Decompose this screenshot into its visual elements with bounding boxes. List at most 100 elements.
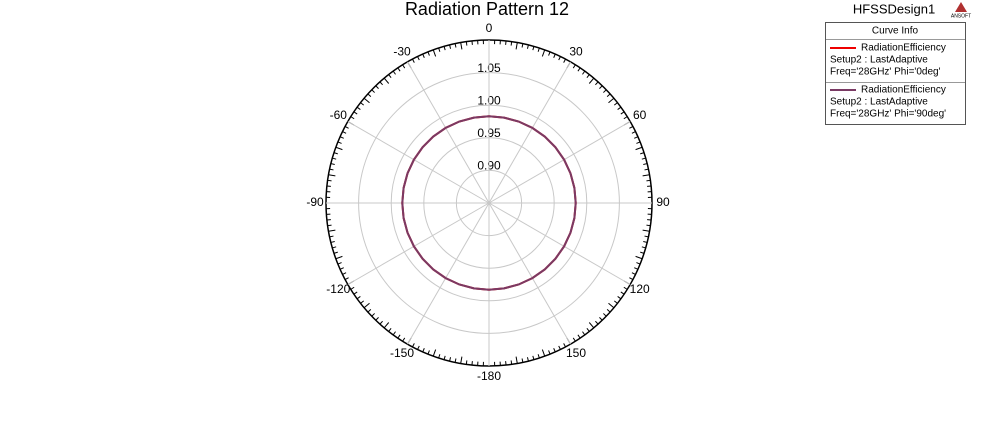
theta-tick-label: 30 (569, 44, 583, 58)
minor-tick (397, 334, 401, 339)
minor-tick (367, 93, 372, 97)
minor-tick (392, 70, 396, 75)
minor-tick (563, 58, 566, 63)
minor-tick (541, 49, 546, 57)
minor-tick (388, 327, 392, 332)
minor-tick (629, 126, 634, 129)
minor-tick (388, 74, 392, 79)
minor-tick (356, 296, 361, 300)
minor-tick (623, 286, 628, 290)
minor-tick (629, 277, 634, 280)
minor-tick (623, 116, 628, 120)
spoke (488, 202, 631, 285)
minor-tick (537, 47, 540, 52)
minor-tick (339, 136, 344, 139)
minor-tick (328, 229, 336, 232)
minor-tick (521, 43, 524, 48)
minor-tick (548, 350, 551, 355)
minor-tick (515, 356, 518, 364)
minor-tick (332, 157, 337, 160)
minor-tick (553, 348, 556, 353)
minor-tick (383, 77, 390, 84)
minor-tick (412, 58, 415, 63)
legend-setup: Setup2 : LastAdaptive (830, 55, 928, 66)
minor-tick (332, 246, 337, 249)
spoke (407, 202, 490, 345)
minor-tick (642, 174, 650, 177)
minor-tick (460, 42, 463, 50)
minor-tick (541, 349, 546, 357)
minor-tick (595, 320, 599, 325)
minor-tick (558, 345, 561, 350)
minor-tick (438, 354, 441, 359)
minor-tick (402, 64, 406, 69)
minor-tick (337, 262, 342, 265)
minor-tick (353, 111, 358, 115)
spoke (488, 121, 631, 204)
theta-tick-label: 0 (486, 21, 493, 35)
minor-tick (329, 168, 334, 171)
minor-tick (643, 163, 648, 166)
chart-title: Radiation Pattern 12 (405, 0, 569, 19)
minor-tick (465, 360, 468, 365)
minor-tick (631, 131, 636, 134)
logo-icon (955, 2, 967, 12)
minor-tick (443, 355, 446, 360)
minor-tick (328, 174, 336, 177)
minor-tick (379, 320, 383, 325)
minor-tick (449, 357, 452, 362)
minor-tick (646, 224, 651, 227)
minor-tick (422, 348, 425, 353)
minor-tick (631, 272, 636, 275)
minor-tick (634, 136, 639, 139)
theta-tick-label: 90 (656, 195, 670, 209)
minor-tick (379, 81, 383, 86)
minor-tick (603, 89, 607, 93)
logo-text: ANSOFT (951, 13, 971, 19)
minor-tick (333, 152, 338, 155)
minor-tick (412, 343, 415, 348)
minor-tick (337, 141, 342, 144)
theta-tick-label: 120 (630, 282, 650, 296)
minor-tick (577, 67, 581, 72)
minor-tick (606, 93, 611, 97)
minor-tick (344, 277, 349, 280)
minor-tick (537, 354, 540, 359)
minor-tick (460, 356, 463, 364)
minor-tick (417, 345, 420, 350)
minor-tick (327, 224, 332, 227)
minor-tick (613, 102, 618, 106)
minor-tick (617, 106, 622, 110)
minor-tick (371, 89, 375, 93)
spoke (407, 61, 490, 204)
spoke (347, 202, 490, 285)
minor-tick (454, 43, 457, 48)
minor-tick (383, 322, 390, 329)
minor-tick (558, 56, 561, 61)
minor-tick (640, 251, 645, 254)
minor-tick (342, 131, 347, 134)
minor-tick (642, 229, 650, 232)
theta-tick-label: -30 (393, 44, 411, 58)
minor-tick (634, 267, 639, 270)
minor-tick (360, 300, 365, 304)
minor-tick (586, 74, 590, 79)
minor-tick (375, 85, 379, 89)
minor-tick (595, 81, 599, 86)
minor-tick (526, 44, 529, 49)
theta-tick-label: -180 (477, 369, 501, 383)
minor-tick (635, 255, 643, 260)
minor-tick (342, 272, 347, 275)
minor-tick (333, 251, 338, 254)
legend-params: Freq='28GHz' Phi='90deg' (830, 109, 946, 120)
minor-tick (603, 313, 607, 317)
minor-tick (526, 357, 529, 362)
minor-tick (402, 337, 406, 342)
minor-tick (335, 146, 343, 151)
minor-tick (397, 67, 401, 72)
legend-title: Curve Info (872, 26, 919, 37)
minor-tick (422, 53, 425, 58)
minor-tick (641, 246, 646, 249)
minor-tick (636, 262, 641, 265)
